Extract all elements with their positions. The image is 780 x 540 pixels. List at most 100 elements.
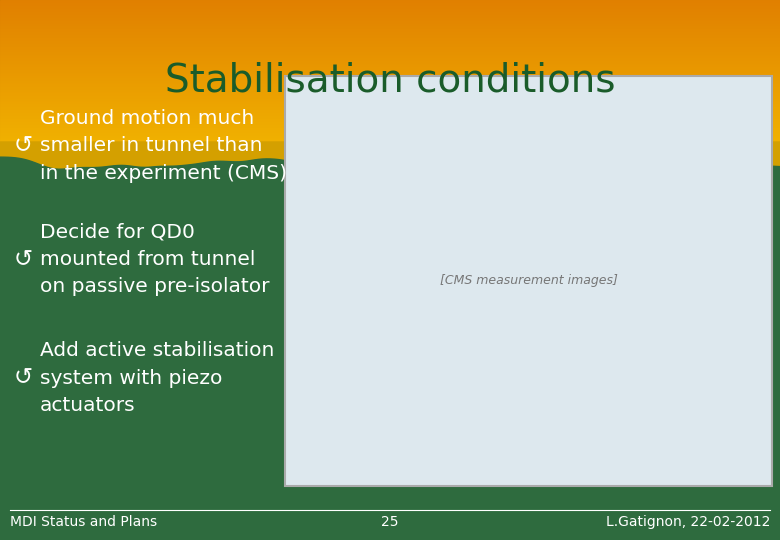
- Bar: [0, 28, 780, 29]
- Bar: [0, 3, 780, 4]
- Bar: [0, 94, 780, 95]
- Bar: [0, 19, 780, 20]
- Bar: [0, 110, 780, 111]
- Bar: [0, 63, 780, 64]
- Bar: [0, 77, 780, 78]
- Bar: [0, 103, 780, 104]
- Bar: [0, 136, 780, 137]
- Bar: [0, 92, 780, 93]
- Bar: [0, 9, 780, 10]
- Bar: [0, 122, 780, 123]
- Bar: [0, 15, 780, 16]
- Bar: [0, 59, 780, 60]
- Bar: [0, 97, 780, 98]
- Bar: [0, 12, 780, 13]
- Bar: [0, 154, 780, 155]
- Bar: [0, 143, 780, 144]
- Bar: [0, 78, 780, 79]
- Bar: [0, 60, 780, 61]
- Bar: [0, 20, 780, 21]
- Bar: [0, 105, 780, 106]
- Bar: [0, 10, 780, 11]
- Bar: [0, 124, 780, 125]
- Bar: [0, 73, 780, 74]
- Bar: [0, 17, 780, 18]
- Bar: [0, 76, 780, 77]
- Bar: [0, 72, 780, 73]
- Bar: [0, 113, 780, 114]
- Text: Add active stabilisation
system with piezo
actuators: Add active stabilisation system with pie…: [40, 341, 275, 415]
- Bar: [0, 7, 780, 8]
- Bar: [0, 84, 780, 85]
- Bar: [0, 147, 780, 148]
- Bar: [0, 153, 780, 154]
- Bar: [0, 156, 780, 157]
- Bar: [0, 47, 780, 48]
- Bar: [0, 119, 780, 120]
- Bar: [0, 62, 780, 63]
- Bar: [0, 70, 780, 71]
- Bar: [0, 32, 780, 33]
- Bar: [0, 151, 780, 152]
- Bar: [0, 39, 780, 40]
- Bar: [0, 79, 780, 80]
- Bar: [0, 118, 780, 119]
- Bar: [0, 65, 780, 66]
- Bar: [0, 131, 780, 132]
- Bar: [0, 109, 780, 110]
- Bar: [0, 120, 780, 121]
- Bar: [0, 41, 780, 42]
- Text: MDI Status and Plans: MDI Status and Plans: [10, 515, 157, 529]
- Bar: [0, 66, 780, 67]
- Bar: [0, 25, 780, 26]
- Bar: [0, 85, 780, 86]
- Text: Ground motion much
smaller in tunnel than
in the experiment (CMS): Ground motion much smaller in tunnel tha…: [40, 109, 287, 183]
- Bar: [0, 138, 780, 139]
- Bar: [0, 86, 780, 87]
- Bar: [0, 121, 780, 122]
- Text: ↺: ↺: [14, 248, 33, 271]
- Bar: [0, 111, 780, 112]
- Bar: [0, 144, 780, 145]
- Bar: [0, 145, 780, 146]
- Bar: [0, 48, 780, 49]
- Bar: [0, 114, 780, 115]
- Bar: [0, 23, 780, 24]
- Bar: [0, 6, 780, 7]
- Bar: [0, 54, 780, 55]
- Bar: [0, 35, 780, 36]
- Bar: [0, 45, 780, 46]
- Bar: [0, 93, 780, 94]
- Bar: [0, 139, 780, 140]
- Bar: [0, 100, 780, 101]
- Bar: [285, 76, 772, 486]
- Bar: [0, 27, 780, 28]
- Bar: [0, 50, 780, 51]
- Bar: [0, 5, 780, 6]
- Bar: [0, 67, 780, 68]
- Bar: [0, 43, 780, 44]
- Bar: [0, 52, 780, 53]
- Bar: [0, 24, 780, 25]
- Bar: [0, 107, 780, 108]
- Bar: [0, 83, 780, 84]
- Bar: [0, 96, 780, 97]
- Bar: [0, 116, 780, 117]
- Bar: [0, 152, 780, 153]
- Bar: [0, 53, 780, 54]
- Bar: [0, 160, 780, 161]
- Bar: [0, 88, 780, 89]
- Bar: [0, 31, 780, 32]
- Bar: [0, 21, 780, 22]
- Bar: [0, 4, 780, 5]
- Bar: [0, 157, 780, 158]
- Bar: [0, 75, 780, 76]
- Bar: [0, 102, 780, 103]
- Text: ↺: ↺: [14, 134, 33, 157]
- Bar: [0, 34, 780, 35]
- Bar: [0, 69, 780, 70]
- Bar: [0, 26, 780, 27]
- Bar: [0, 11, 780, 12]
- Text: L.Gatignon, 22-02-2012: L.Gatignon, 22-02-2012: [605, 515, 770, 529]
- Polygon shape: [0, 142, 780, 169]
